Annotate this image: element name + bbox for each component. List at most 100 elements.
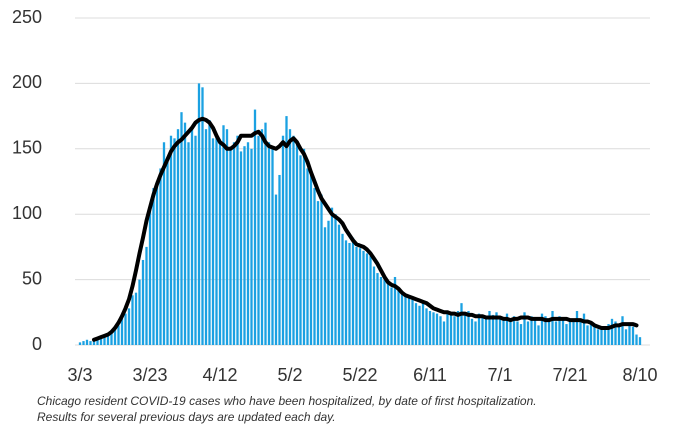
- x-tick-label: 7/1: [487, 365, 512, 385]
- y-tick-label: 100: [12, 203, 42, 223]
- bar: [358, 248, 362, 345]
- bar: [540, 313, 544, 345]
- bar: [148, 207, 152, 345]
- bar: [463, 313, 467, 345]
- bar: [215, 135, 218, 345]
- bar: [495, 312, 498, 345]
- bar: [204, 129, 208, 345]
- bar: [470, 318, 474, 345]
- bar: [631, 326, 635, 345]
- bar: [456, 310, 460, 345]
- bar: [393, 276, 397, 345]
- bar: [89, 341, 92, 345]
- bar: [267, 142, 271, 345]
- bar: [138, 279, 141, 345]
- bar: [134, 292, 138, 345]
- bar: [509, 318, 512, 345]
- bar: [411, 299, 414, 345]
- bar: [131, 295, 134, 345]
- bar: [414, 303, 418, 345]
- bar: [603, 326, 607, 345]
- bar: [106, 334, 110, 345]
- bar: [288, 129, 292, 345]
- bar: [341, 233, 344, 345]
- x-tick-label: 8/10: [622, 365, 657, 385]
- bar: [372, 266, 376, 345]
- bar: [155, 181, 159, 345]
- bar: [124, 313, 127, 345]
- bar: [285, 116, 288, 345]
- bar: [512, 316, 516, 345]
- bar: [428, 310, 432, 345]
- bar: [271, 148, 274, 345]
- bar: [561, 318, 565, 345]
- bar: [407, 297, 411, 345]
- bar: [327, 220, 330, 345]
- bar: [257, 135, 260, 345]
- bar: [365, 253, 369, 345]
- bar: [222, 125, 225, 345]
- bar: [628, 324, 631, 345]
- y-tick-label: 0: [32, 334, 42, 354]
- bar: [194, 135, 197, 345]
- x-tick-label: 5/22: [342, 365, 377, 385]
- bar: [166, 161, 169, 345]
- bar: [572, 321, 575, 345]
- bar: [505, 313, 509, 345]
- caption: Chicago resident COVID-19 cases who have…: [37, 393, 537, 425]
- bar: [484, 318, 488, 345]
- bar: [477, 313, 481, 345]
- bar: [516, 321, 519, 345]
- bar: [337, 224, 341, 345]
- bar: [295, 142, 299, 345]
- bar: [145, 246, 148, 345]
- bar: [491, 314, 495, 345]
- bar: [264, 122, 267, 345]
- bar: [162, 142, 166, 345]
- y-tick-label: 250: [12, 7, 42, 27]
- bar: [197, 83, 201, 346]
- bar: [369, 256, 372, 345]
- bar: [281, 135, 285, 345]
- bar: [316, 201, 320, 345]
- bar: [201, 87, 204, 345]
- bar: [418, 305, 421, 345]
- bar: [159, 168, 162, 345]
- bar: [453, 316, 456, 345]
- bar: [225, 129, 229, 345]
- bar: [435, 313, 439, 345]
- bar: [96, 337, 99, 345]
- bar: [449, 313, 453, 345]
- y-tick-label: 150: [12, 138, 42, 158]
- bar: [152, 188, 155, 345]
- bar: [432, 312, 435, 345]
- x-tick-label: 7/21: [552, 365, 587, 385]
- bar: [624, 329, 628, 345]
- bar: [635, 334, 638, 345]
- bar: [110, 331, 113, 345]
- bar: [190, 129, 194, 345]
- bar: [260, 129, 264, 345]
- bar: [218, 142, 222, 345]
- bar: [278, 174, 281, 345]
- x-tick-label: 5/2: [277, 365, 302, 385]
- bar: [533, 318, 537, 345]
- bar: [446, 312, 449, 345]
- bar: [180, 112, 183, 346]
- x-tick-label: 4/12: [202, 365, 237, 385]
- bar: [236, 135, 239, 345]
- bar: [617, 324, 621, 345]
- bar: [442, 321, 446, 345]
- bar: [355, 246, 358, 345]
- bar: [113, 329, 117, 345]
- bar: [460, 303, 463, 345]
- bar: [208, 120, 211, 345]
- bar: [274, 194, 278, 345]
- bar: [400, 292, 404, 345]
- bar: [85, 339, 89, 345]
- bar: [554, 321, 558, 345]
- caption-line: Chicago resident COVID-19 cases who have…: [37, 394, 537, 408]
- bar: [379, 276, 383, 345]
- bar: [246, 142, 250, 345]
